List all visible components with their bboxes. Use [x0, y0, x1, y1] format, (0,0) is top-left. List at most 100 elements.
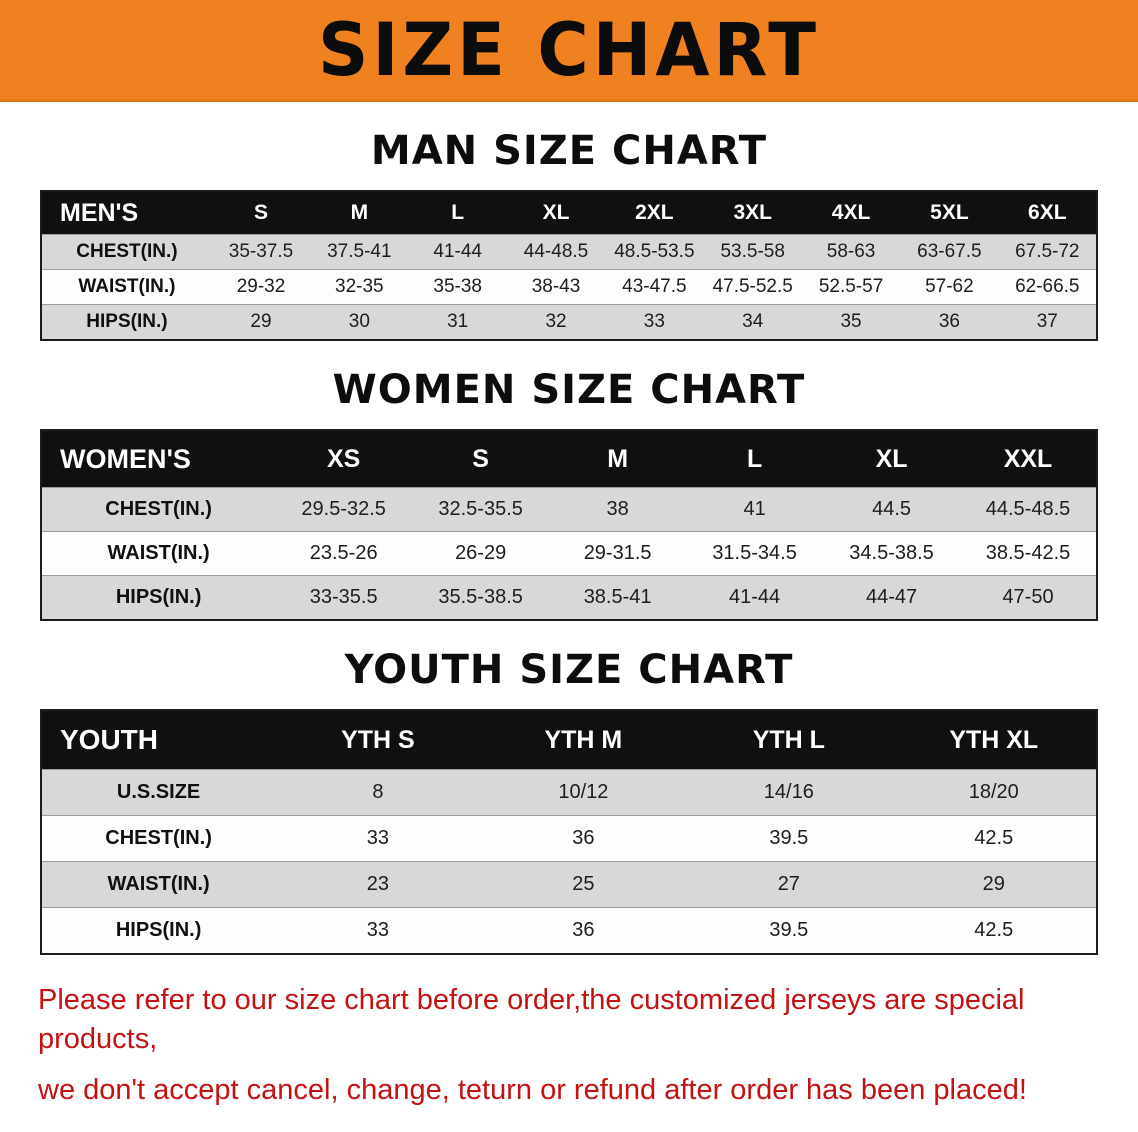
size-column-header: YTH XL: [891, 710, 1097, 770]
table-category-header: YOUTH: [41, 710, 276, 770]
row-label: WAIST(IN.): [41, 269, 212, 305]
size-value: 39.5: [686, 907, 892, 954]
table-row: WAIST(IN.) 23.5-26 26-29 29-31.5 31.5-34.5 34…: [41, 531, 1097, 576]
size-value: 42.5: [891, 907, 1097, 954]
size-column-header: 6XL: [998, 191, 1097, 235]
row-label: WAIST(IN.): [41, 861, 276, 908]
table-row: WAIST(IN.) 23 25 27 29: [41, 861, 1097, 908]
size-column-header: M: [549, 430, 687, 488]
men-size-table: MEN'S S M L XL 2XL 3XL 4XL 5XL 6XL CHEST(IN.) 35-37…: [40, 190, 1098, 341]
size-column-header: YTH M: [480, 710, 687, 770]
size-column-header: M: [310, 191, 409, 235]
youth-size-table: YOUTH YTH S YTH M YTH L YTH XL U.S.SIZE 8 10/12…: [40, 709, 1098, 955]
table-row: HIPS(IN.) 29 30 31 32 33 34 35 36 37: [41, 304, 1097, 340]
size-value: 29-32: [211, 269, 311, 305]
table-header-row: YOUTH YTH S YTH M YTH L YTH XL: [41, 710, 1097, 770]
size-value: 29.5-32.5: [275, 487, 413, 532]
size-value: 29: [211, 304, 311, 340]
size-value: 33: [275, 815, 481, 862]
footer-notice: Please refer to our size chart before or…: [38, 981, 1100, 1110]
size-value: 52.5-57: [801, 269, 901, 305]
table-category-header: WOMEN'S: [41, 430, 276, 488]
row-label: HIPS(IN.): [41, 907, 276, 954]
size-column-header: YTH L: [686, 710, 892, 770]
size-value: 29: [891, 861, 1097, 908]
size-value: 63-67.5: [900, 234, 999, 270]
row-label: CHEST(IN.): [41, 815, 276, 862]
row-label: CHEST(IN.): [41, 487, 276, 532]
notice-line-1: Please refer to our size chart before or…: [38, 984, 1025, 1056]
size-column-header: L: [686, 430, 824, 488]
size-value: 35.5-38.5: [412, 575, 550, 620]
size-value: 47.5-52.5: [703, 269, 802, 305]
women-section-title: WOMEN SIZE CHART: [332, 367, 806, 413]
table-category-header: MEN'S: [41, 191, 212, 235]
size-value: 37.5-41: [310, 234, 409, 270]
size-column-header: XS: [275, 430, 413, 488]
table-row: HIPS(IN.) 33-35.5 35.5-38.5 38.5-41 41-44 44-…: [41, 575, 1097, 620]
size-value: 18/20: [891, 769, 1097, 816]
size-value: 53.5-58: [703, 234, 802, 270]
men-section-title: MAN SIZE CHART: [370, 128, 768, 174]
size-value: 39.5: [686, 815, 892, 862]
row-label: U.S.SIZE: [41, 769, 276, 816]
women-size-table: WOMEN'S XS S M L XL XXL CHEST(IN.) 29.5-32.5 32.5…: [40, 429, 1098, 621]
men-size-section: MAN SIZE CHART MEN'S S M L XL 2XL 3XL 4XL 5XL 6XL…: [0, 102, 1138, 341]
size-value: 62-66.5: [998, 269, 1097, 305]
row-label: WAIST(IN.): [41, 531, 276, 576]
size-value: 44.5-48.5: [960, 487, 1097, 532]
table-row: U.S.SIZE 8 10/12 14/16 18/20: [41, 769, 1097, 816]
size-value: 67.5-72: [998, 234, 1097, 270]
size-value: 44.5: [823, 487, 961, 532]
table-row: CHEST(IN.) 29.5-32.5 32.5-35.5 38 41 44.5 44.5…: [41, 487, 1097, 532]
row-label: CHEST(IN.): [41, 234, 212, 270]
size-value: 35-37.5: [211, 234, 311, 270]
size-value: 32-35: [310, 269, 409, 305]
size-column-header: 2XL: [605, 191, 704, 235]
row-label: HIPS(IN.): [41, 304, 212, 340]
size-value: 35: [801, 304, 901, 340]
size-value: 48.5-53.5: [605, 234, 704, 270]
size-value: 41: [686, 487, 824, 532]
size-value: 31.5-34.5: [686, 531, 824, 576]
table-row: CHEST(IN.) 35-37.5 37.5-41 41-44 44-48.5 48.5…: [41, 234, 1097, 270]
size-value: 37: [998, 304, 1097, 340]
size-value: 38-43: [506, 269, 606, 305]
size-column-header: XL: [823, 430, 961, 488]
notice-line-2: we don't accept cancel, change, teturn o…: [38, 1074, 1027, 1107]
size-value: 36: [900, 304, 999, 340]
size-value: 36: [480, 907, 687, 954]
size-value: 30: [310, 304, 409, 340]
banner: SIZE CHART: [0, 0, 1138, 102]
size-column-header: XXL: [960, 430, 1097, 488]
size-value: 23: [275, 861, 481, 908]
size-value: 58-63: [801, 234, 901, 270]
size-value: 32: [506, 304, 606, 340]
row-label: HIPS(IN.): [41, 575, 276, 620]
size-value: 34: [703, 304, 802, 340]
youth-section-title: YOUTH SIZE CHART: [344, 647, 794, 693]
size-value: 27: [686, 861, 892, 908]
size-value: 31: [408, 304, 507, 340]
size-value: 36: [480, 815, 687, 862]
size-value: 47-50: [960, 575, 1097, 620]
size-value: 33: [605, 304, 704, 340]
size-value: 10/12: [480, 769, 687, 816]
size-value: 38.5-41: [549, 575, 687, 620]
size-value: 33-35.5: [275, 575, 413, 620]
page-title: SIZE CHART: [317, 6, 821, 94]
size-value: 57-62: [900, 269, 999, 305]
size-column-header: 5XL: [900, 191, 999, 235]
size-value: 29-31.5: [549, 531, 687, 576]
table-row: HIPS(IN.) 33 36 39.5 42.5: [41, 907, 1097, 954]
women-size-section: WOMEN SIZE CHART WOMEN'S XS S M L XL XXL CHEST(…: [0, 341, 1138, 621]
size-column-header: S: [412, 430, 550, 488]
size-value: 41-44: [408, 234, 507, 270]
size-value: 41-44: [686, 575, 824, 620]
size-column-header: YTH S: [275, 710, 481, 770]
table-header-row: WOMEN'S XS S M L XL XXL: [41, 430, 1097, 488]
size-value: 14/16: [686, 769, 892, 816]
size-value: 44-47: [823, 575, 961, 620]
size-value: 43-47.5: [605, 269, 704, 305]
